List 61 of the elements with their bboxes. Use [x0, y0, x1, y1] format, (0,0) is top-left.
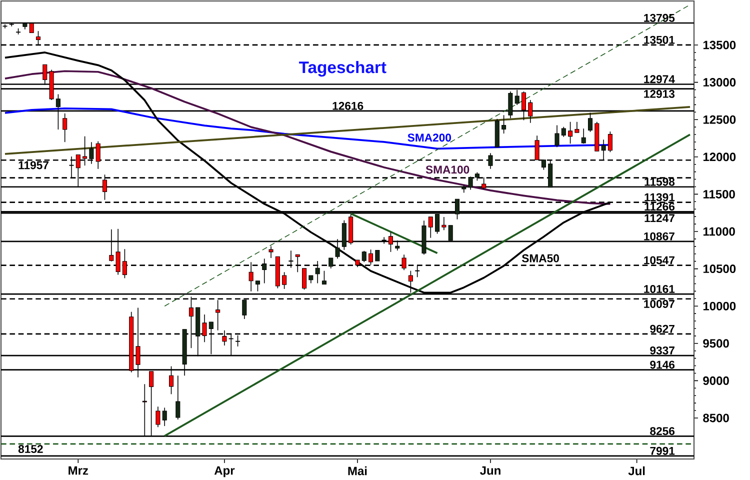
ref-line-label: 12616	[332, 102, 364, 110]
y-tick-label: 9500	[703, 339, 729, 348]
ref-line-label: 11391	[644, 193, 675, 202]
ref-line-label: 13501	[644, 36, 675, 44]
y-tick-label: 13500	[703, 40, 736, 50]
ref-line-label: 11598	[644, 178, 675, 186]
y-tick-label: 8500	[703, 414, 729, 422]
candlestick	[62, 113, 68, 142]
candlestick	[162, 407, 167, 426]
ref-line-label: 10867	[644, 232, 674, 240]
y-tick-label: 10500	[703, 264, 736, 274]
ref-line-label: 9337	[650, 346, 674, 354]
ref-line-label: 9627	[650, 324, 674, 333]
ref-line-label: 7991	[650, 446, 675, 455]
x-tick-label: Mai	[348, 466, 367, 476]
y-tick-label: 12000	[703, 152, 736, 162]
text: Tageschart	[298, 60, 386, 77]
candlestick	[442, 216, 446, 231]
candlestick	[156, 406, 160, 428]
series-label: SMA50	[522, 254, 559, 262]
candlestick	[581, 128, 586, 144]
y-tick-label: 9000	[703, 376, 729, 385]
candlestick	[282, 272, 287, 290]
candlestick	[375, 250, 380, 262]
y-tick-label: 11000	[703, 227, 735, 236]
candlestick	[561, 126, 566, 138]
ref-line-label: 8152	[18, 445, 43, 454]
candlestick	[428, 216, 433, 238]
ref-line-label: 11957	[18, 161, 48, 170]
series-label: SMA200	[408, 134, 451, 142]
candlestick	[362, 250, 366, 262]
y-tick-label: 12500	[703, 115, 736, 124]
y-tick-label: 13000	[703, 78, 736, 87]
candlestick	[322, 270, 326, 285]
ref-line-label: 10547	[644, 256, 674, 264]
candlestick	[302, 268, 307, 290]
x-tick-label: Jun	[480, 466, 500, 475]
x-tick-label: Mrz	[68, 466, 88, 475]
ref-line-label: 9146	[650, 360, 675, 369]
candlestick	[554, 124, 560, 148]
y-tick-label: 10000	[703, 302, 736, 310]
candlestick	[568, 121, 573, 144]
ref-line-label: 12974	[644, 75, 675, 84]
candlestick	[255, 280, 260, 292]
candlestick	[574, 121, 580, 133]
ref-line-label: 8256	[650, 427, 675, 436]
x-tick-label: Apr	[214, 466, 235, 478]
series-label: SMA100	[426, 166, 470, 174]
ref-line-label: 10161	[644, 285, 675, 294]
candlestick	[368, 249, 374, 266]
x-tick-label: Jul	[628, 466, 645, 476]
candlestick	[608, 131, 612, 153]
candlestick	[502, 114, 506, 134]
ref-line-label: 11247	[644, 214, 674, 222]
candlestick	[176, 375, 180, 420]
ref-line-label: 10097	[644, 300, 674, 308]
ref-line-label: 11266	[644, 202, 675, 211]
candlestick	[268, 246, 274, 258]
y-tick-label: 11500	[703, 190, 735, 198]
ref-line-label: 13795	[644, 14, 675, 22]
ref-line-label: 12913	[644, 90, 675, 98]
